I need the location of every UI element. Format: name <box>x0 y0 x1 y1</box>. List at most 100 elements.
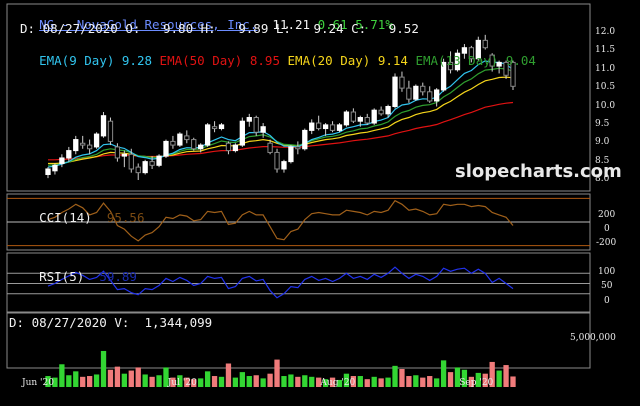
candle-body <box>246 117 252 122</box>
volume-bar <box>434 378 440 387</box>
price-tick-label: 9.0 <box>595 137 610 148</box>
candle <box>482 34 488 50</box>
candle-body <box>392 76 398 107</box>
volume-bar <box>316 377 322 387</box>
candle <box>260 123 266 138</box>
candle-body <box>427 91 433 102</box>
candle-body <box>496 61 502 67</box>
cci-panel-label: CCI(14) 95.56 <box>9 197 144 239</box>
ema20-label: EMA(20 Day) <box>287 53 371 68</box>
price-tick-label: 8.0 <box>595 174 610 184</box>
candle-body <box>413 85 419 100</box>
candle <box>121 150 127 168</box>
candle <box>510 60 516 90</box>
ema13-value: 9.04 <box>505 53 536 68</box>
candle <box>468 45 475 63</box>
volume-bar <box>191 379 197 387</box>
volume-bar <box>93 374 100 387</box>
candle-body <box>385 106 391 115</box>
price-tick-label: 12.0 <box>595 27 616 37</box>
volume-bar <box>371 376 377 387</box>
candle-body <box>225 142 232 152</box>
candle-body <box>454 52 461 71</box>
candle <box>503 60 509 79</box>
candle-body <box>309 122 315 131</box>
candle-body <box>107 120 114 142</box>
candle <box>211 121 218 133</box>
volume-bar <box>253 375 259 387</box>
candle <box>204 123 211 147</box>
volume-bar <box>239 372 245 387</box>
volume-bar <box>329 377 336 387</box>
candle-body <box>371 109 377 124</box>
volume-bar <box>503 365 509 387</box>
cci-line <box>47 199 514 242</box>
candle-body <box>260 126 266 133</box>
candle-body <box>121 153 127 157</box>
ticker-title-link[interactable]: NG - NovaGold Resources, Inc. <box>39 17 258 32</box>
x-tick-label: Jun '20 <box>22 378 54 388</box>
candle <box>232 143 239 153</box>
candle <box>454 49 461 72</box>
ema50-value: 8.95 <box>249 53 280 68</box>
candle-body <box>343 111 350 126</box>
candle <box>142 159 148 175</box>
volume-bar <box>211 376 218 387</box>
candle-body <box>510 61 516 87</box>
candle-body <box>281 161 287 170</box>
candle-body <box>177 133 183 146</box>
candle-body <box>100 115 107 137</box>
rsi-tick-0: 0 <box>604 296 610 306</box>
volume-bar <box>177 375 183 387</box>
candle <box>114 143 121 162</box>
candle <box>170 135 176 149</box>
candle <box>378 106 384 116</box>
volume-bar <box>100 350 107 387</box>
price-tick-label: 9.5 <box>595 118 610 129</box>
volume-bar <box>302 375 308 387</box>
volume-bar <box>170 377 176 387</box>
volume-bar <box>406 376 412 387</box>
volume-bar <box>413 375 419 387</box>
candle <box>364 113 370 125</box>
candle <box>198 143 204 153</box>
candle-body <box>239 120 245 146</box>
candle <box>322 123 329 136</box>
candle <box>184 130 190 144</box>
candle-body <box>329 124 336 131</box>
candle <box>357 115 363 127</box>
candle <box>93 132 100 149</box>
panel-frame-3 <box>6 312 591 369</box>
header-line-1: NG - NovaGold Resources, Inc. 11.21 0.61… <box>9 4 393 46</box>
volume-bar <box>440 360 447 387</box>
volume-bar <box>163 367 169 387</box>
candle <box>218 123 225 131</box>
candle <box>371 108 377 125</box>
candle <box>59 154 65 168</box>
volume-bar <box>309 376 315 387</box>
candle <box>434 88 440 107</box>
ema13-label: EMA(13 Day) <box>415 53 499 68</box>
candle <box>496 60 502 74</box>
candle <box>447 51 454 74</box>
candle-body <box>128 153 134 170</box>
candle-body <box>80 142 86 146</box>
cci-tick-0: 0 <box>604 224 610 234</box>
rsi-tick-100: 100 <box>598 267 616 277</box>
candle <box>295 141 301 155</box>
price-tick-label: 11.0 <box>595 63 616 74</box>
ema-legend: EMA(9 Day) 9.28 EMA(50 Day) 8.95 EMA(20 … <box>9 40 536 82</box>
candle <box>80 135 86 149</box>
rsi-value: 59.89 <box>99 269 137 284</box>
candle <box>420 82 426 96</box>
candle <box>329 121 336 133</box>
candle-body <box>322 124 329 130</box>
candle <box>149 156 155 169</box>
candle <box>413 84 419 101</box>
price-tick-label: 11.5 <box>595 45 616 56</box>
volume-bar <box>343 373 350 387</box>
rsi-line <box>47 266 514 299</box>
candle <box>440 58 447 92</box>
volume-bar <box>204 371 211 387</box>
